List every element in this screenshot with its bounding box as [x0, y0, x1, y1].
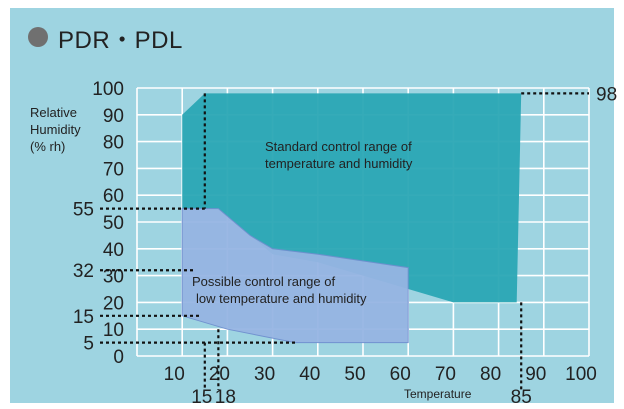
y-tick-label: 100: [92, 79, 124, 100]
low-range-label: Possible control range of: [192, 274, 335, 289]
y-tick-label: 0: [113, 347, 124, 368]
y-mark-label: 55: [73, 200, 94, 221]
tick-labels: 0 10 20 30 40 50 60 70 80 90 100 10 20 30 40 50 60 70 80 90…: [92, 79, 597, 385]
x-tick-label: 90: [525, 364, 546, 385]
y-mark-label: 5: [83, 334, 94, 355]
standard-range-label: temperature and humidity: [265, 156, 413, 171]
x-tick-label: 60: [390, 364, 411, 385]
standard-range-label: Standard control range of: [265, 139, 412, 154]
y-axis-label: Relative: [30, 105, 77, 120]
y-tick-label: 50: [103, 213, 124, 234]
region-labels: Standard control range of temperature and…: [192, 139, 413, 306]
y-tick-label: 10: [103, 320, 124, 341]
y-tick-label: 70: [103, 159, 124, 180]
low-range-label: low temperature and humidity: [196, 291, 367, 306]
x-tick-label: 10: [164, 364, 185, 385]
low-range-area: [181, 208, 409, 344]
y-mark-label: 15: [73, 307, 94, 328]
x-mark-label: 85: [511, 387, 532, 408]
y-tick-label: 80: [103, 133, 124, 154]
y-tick-label: 60: [103, 186, 124, 207]
y-axis-label: (% rh): [30, 139, 65, 154]
axis-labels: Relative Humidity (% rh) Temperature: [30, 105, 472, 401]
top-mark-label: 98: [596, 84, 617, 105]
x-axis-label: Temperature: [404, 387, 472, 401]
control-regions: [181, 93, 522, 344]
x-mark-label: 15: [191, 387, 212, 408]
standard-range-area: [182, 93, 522, 303]
x-tick-label: 80: [480, 364, 501, 385]
x-tick-label: 20: [209, 364, 230, 385]
y-mark-label: 32: [73, 261, 94, 282]
x-tick-label: 100: [565, 364, 597, 385]
x-tick-label: 50: [344, 364, 365, 385]
x-tick-label: 40: [299, 364, 320, 385]
y-tick-label: 40: [103, 240, 124, 261]
x-mark-label: 18: [215, 387, 236, 408]
y-tick-label: 90: [103, 106, 124, 127]
y-axis-label: Humidity: [30, 122, 81, 137]
y-tick-label: 30: [103, 267, 124, 288]
chart-title: PDR・PDL: [28, 22, 183, 54]
bullet-dot-icon: [28, 27, 48, 47]
chart-title-text: PDR・PDL: [58, 26, 183, 54]
x-tick-label: 30: [254, 364, 275, 385]
y-tick-label: 20: [103, 293, 124, 314]
x-tick-label: 70: [435, 364, 456, 385]
